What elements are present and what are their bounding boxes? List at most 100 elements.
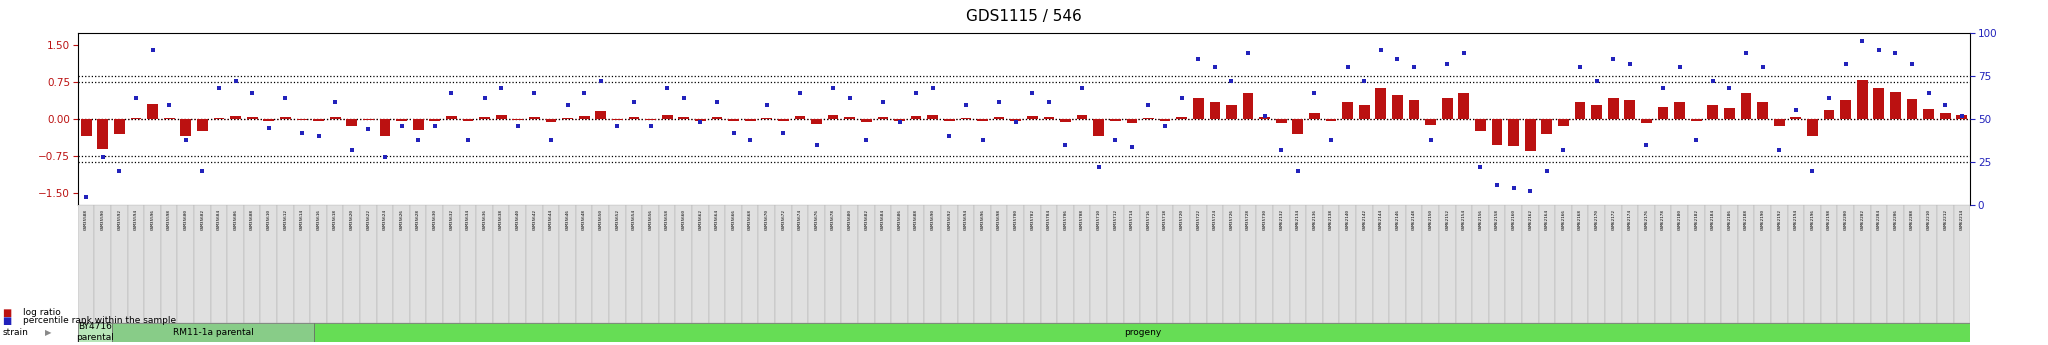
- Bar: [774, 205, 793, 323]
- Text: GSM35658: GSM35658: [666, 209, 670, 230]
- Text: GSM62212: GSM62212: [1944, 209, 1948, 230]
- Bar: [1440, 205, 1456, 323]
- Bar: [395, 119, 408, 120]
- Bar: [1939, 113, 1950, 119]
- Bar: [1126, 119, 1137, 123]
- Text: GSM35714: GSM35714: [1130, 209, 1135, 230]
- Point: [1647, 85, 1679, 91]
- Text: GSM35588: GSM35588: [84, 209, 88, 230]
- Bar: [1323, 205, 1339, 323]
- Bar: [911, 116, 922, 119]
- Bar: [309, 205, 328, 323]
- Point: [1049, 142, 1081, 148]
- Bar: [315, 323, 1970, 342]
- Bar: [1741, 93, 1751, 119]
- Point: [1712, 85, 1745, 91]
- Bar: [1823, 110, 1835, 119]
- Bar: [1692, 119, 1702, 121]
- Text: GSM35598: GSM35598: [168, 209, 172, 230]
- Text: GSM62132: GSM62132: [1280, 209, 1284, 230]
- Bar: [1110, 119, 1120, 121]
- Bar: [313, 119, 324, 121]
- Bar: [793, 205, 809, 323]
- Bar: [1858, 80, 1868, 119]
- Bar: [1640, 119, 1653, 123]
- Text: GSM35622: GSM35622: [367, 209, 371, 230]
- Bar: [809, 205, 825, 323]
- Bar: [494, 205, 510, 323]
- Bar: [1174, 205, 1190, 323]
- Text: GSM35620: GSM35620: [350, 209, 354, 230]
- Bar: [1591, 105, 1602, 119]
- Bar: [246, 117, 258, 119]
- Bar: [1853, 205, 1870, 323]
- Point: [1581, 78, 1614, 84]
- Point: [1696, 78, 1729, 84]
- Point: [1929, 102, 1962, 108]
- Point: [801, 142, 834, 148]
- Bar: [1526, 119, 1536, 151]
- Text: GSM35688: GSM35688: [913, 209, 918, 230]
- Text: GSM62164: GSM62164: [1544, 209, 1548, 230]
- Bar: [758, 205, 774, 323]
- Point: [535, 137, 567, 142]
- Point: [668, 96, 700, 101]
- Text: GSM62208: GSM62208: [1911, 209, 1915, 230]
- Text: GSM35646: GSM35646: [565, 209, 569, 230]
- Text: GSM35674: GSM35674: [799, 209, 803, 230]
- Bar: [227, 205, 244, 323]
- Bar: [479, 117, 489, 119]
- Text: GSM62142: GSM62142: [1362, 209, 1366, 230]
- Bar: [729, 119, 739, 121]
- Bar: [147, 104, 158, 119]
- Text: percentile rank within the sample: percentile rank within the sample: [23, 316, 176, 325]
- Bar: [1688, 205, 1704, 323]
- Point: [154, 102, 186, 108]
- Bar: [276, 205, 293, 323]
- Bar: [1475, 119, 1487, 131]
- Bar: [362, 119, 373, 120]
- Bar: [127, 205, 143, 323]
- Text: GSM35626: GSM35626: [399, 209, 403, 230]
- Bar: [1554, 205, 1571, 323]
- Bar: [1077, 115, 1087, 119]
- Point: [883, 120, 915, 125]
- Bar: [426, 205, 442, 323]
- Text: GSM62170: GSM62170: [1595, 209, 1599, 230]
- Point: [817, 85, 850, 91]
- Point: [1364, 47, 1397, 53]
- Text: GDS1115 / 546: GDS1115 / 546: [967, 9, 1081, 23]
- Bar: [580, 116, 590, 119]
- Bar: [778, 119, 788, 121]
- Text: GSM35720: GSM35720: [1180, 209, 1184, 230]
- Text: GSM35606: GSM35606: [233, 209, 238, 230]
- Bar: [1010, 119, 1022, 120]
- Text: GSM62186: GSM62186: [1726, 209, 1731, 230]
- Bar: [1755, 205, 1772, 323]
- Bar: [676, 205, 692, 323]
- Bar: [1638, 205, 1655, 323]
- Bar: [1206, 205, 1223, 323]
- Bar: [346, 119, 356, 126]
- Point: [319, 99, 352, 105]
- Bar: [1243, 93, 1253, 119]
- Text: GSM35726: GSM35726: [1229, 209, 1233, 230]
- Text: GSM62140: GSM62140: [1346, 209, 1350, 230]
- Text: GSM35704: GSM35704: [1047, 209, 1051, 230]
- Bar: [1307, 205, 1323, 323]
- Text: GSM35698: GSM35698: [997, 209, 1001, 230]
- Point: [1081, 165, 1114, 170]
- Text: GSM62196: GSM62196: [1810, 209, 1815, 230]
- Bar: [1724, 108, 1735, 119]
- Point: [1133, 102, 1165, 108]
- Point: [584, 78, 616, 84]
- Text: GSM62180: GSM62180: [1677, 209, 1681, 230]
- Bar: [907, 205, 924, 323]
- Text: GSM35616: GSM35616: [317, 209, 322, 230]
- Text: GSM62148: GSM62148: [1411, 209, 1415, 230]
- Text: GSM62184: GSM62184: [1710, 209, 1714, 230]
- Bar: [113, 323, 315, 342]
- Point: [1198, 65, 1231, 70]
- Bar: [860, 119, 872, 122]
- Bar: [874, 205, 891, 323]
